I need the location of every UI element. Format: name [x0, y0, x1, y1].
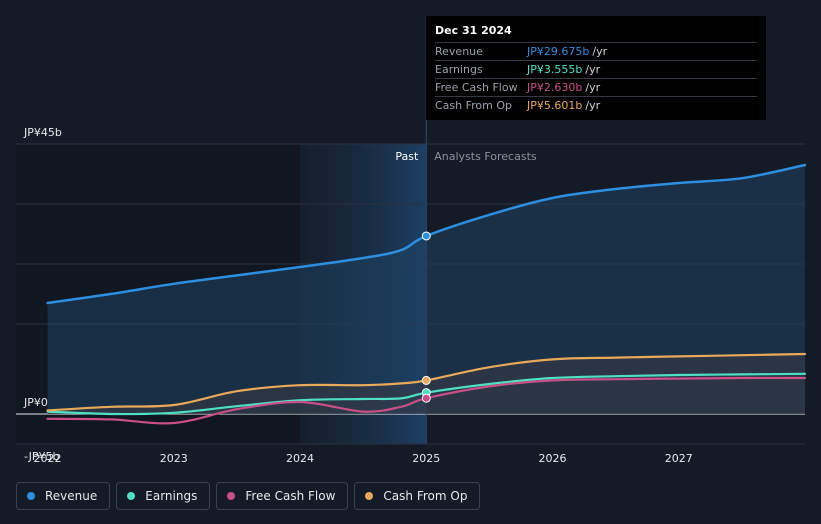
tooltip-unit: /yr — [585, 81, 601, 94]
legend-item-cash-from-op[interactable]: Cash From Op — [354, 482, 481, 510]
tooltip-row-earnings: Earnings JP¥3.555b /yr — [435, 60, 757, 78]
tooltip-label: Cash From Op — [435, 99, 513, 112]
tooltip-row-free-cash-flow: Free Cash Flow JP¥2.630b /yr — [435, 78, 757, 96]
tooltip-row-revenue: Revenue JP¥29.675b /yr — [435, 42, 757, 60]
x-axis-label: 2026 — [539, 452, 567, 465]
x-axis-label: 2022 — [34, 452, 62, 465]
x-axis-label: 2025 — [412, 452, 440, 465]
data-point-marker — [421, 375, 431, 385]
tooltip-row-cash-from-op: Cash From Op JP¥5.601b /yr — [435, 96, 757, 114]
legend-dot-icon — [365, 492, 374, 500]
tooltip-unit: /yr — [585, 63, 601, 76]
legend-dot-icon — [27, 492, 35, 500]
y-axis-label: JP¥0 — [23, 396, 48, 409]
tooltip-unit: /yr — [592, 45, 608, 58]
y-axis-label: JP¥45b — [23, 126, 62, 139]
y-axis-label: -JP¥5b — [24, 450, 59, 463]
x-axis-label: 2023 — [160, 452, 188, 465]
legend-label: Revenue — [45, 489, 98, 503]
legend-label: Cash From Op — [383, 489, 468, 503]
series-line-cash-from-op — [46, 352, 807, 412]
series-line-revenue — [46, 163, 807, 305]
legend-item-earnings[interactable]: Earnings — [116, 482, 211, 510]
tooltip-box: Dec 31 2024 Revenue JP¥29.675b /yr Earni… — [426, 16, 766, 120]
tooltip-value: JP¥5.601b — [527, 99, 583, 112]
legend-dot-icon — [227, 492, 236, 500]
series-line-earnings — [46, 372, 807, 416]
series-line-free-cash-flow — [46, 376, 807, 425]
x-axis-label: 2024 — [286, 452, 314, 465]
past-label: Past — [395, 150, 419, 163]
legend-item-free-cash-flow[interactable]: Free Cash Flow — [216, 482, 349, 510]
tooltip-date: Dec 31 2024 — [435, 24, 512, 37]
tooltip-value: JP¥2.630b — [527, 81, 583, 94]
tooltip-label: Revenue — [435, 45, 483, 58]
tooltip-unit: /yr — [585, 99, 601, 112]
tooltip-value: JP¥3.555b — [527, 63, 583, 76]
legend: Revenue Earnings Free Cash Flow Cash Fro… — [16, 482, 481, 510]
tooltip-label: Earnings — [435, 63, 483, 76]
tooltip-label: Free Cash Flow — [435, 81, 518, 94]
revenue-area — [47, 165, 806, 414]
tooltip-value: JP¥29.675b — [527, 45, 590, 58]
data-point-marker — [421, 393, 431, 403]
x-axis-label: 2027 — [665, 452, 693, 465]
legend-label: Free Cash Flow — [245, 489, 336, 503]
legend-item-revenue[interactable]: Revenue — [16, 482, 111, 510]
legend-label: Earnings — [145, 489, 198, 503]
legend-dot-icon — [127, 492, 136, 500]
forecast-label: Analysts Forecasts — [434, 150, 537, 163]
data-point-marker — [421, 231, 431, 241]
